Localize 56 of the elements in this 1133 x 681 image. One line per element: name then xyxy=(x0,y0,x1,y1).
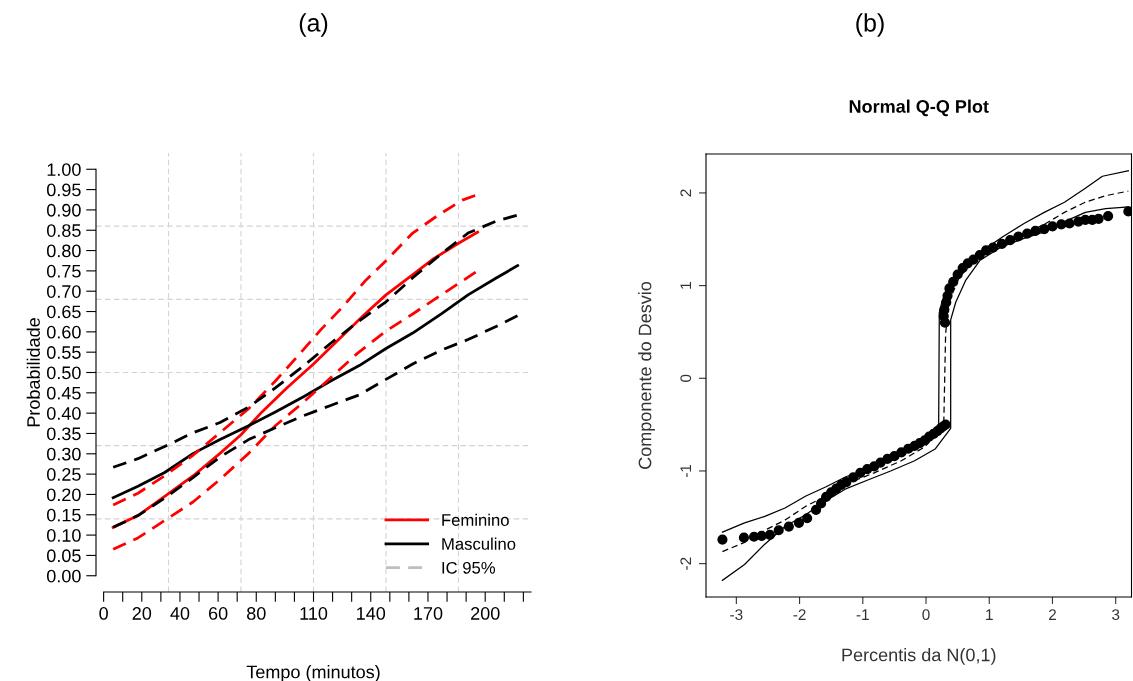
x-tick-label: 110 xyxy=(300,607,328,620)
legend-label: Feminino xyxy=(442,513,509,526)
y-tick-label: 0.45 xyxy=(46,386,81,400)
line-series xyxy=(111,314,520,529)
x-tick-label: 2 xyxy=(1048,609,1056,620)
legend-label: IC 95% xyxy=(442,561,496,574)
y-tick-label: 0.75 xyxy=(46,264,81,278)
y-tick-label: 0.15 xyxy=(46,508,81,522)
legend-label: Masculino xyxy=(442,537,516,550)
x-tick-label: 1 xyxy=(986,609,993,620)
y-axis-title: Probabilidade xyxy=(26,318,40,427)
y-tick-label: 0 xyxy=(680,374,692,382)
y-tick-label: 0.05 xyxy=(46,549,81,563)
y-tick-label: 0.70 xyxy=(46,285,81,298)
y-tick-label: 0.20 xyxy=(46,488,81,502)
y-tick-label: 0.35 xyxy=(46,427,81,441)
x-tick-label: 170 xyxy=(414,607,443,620)
y-tick-label: 0.60 xyxy=(46,325,81,339)
chart-subtitle: Normal Q-Q Plot xyxy=(849,99,989,117)
x-tick-label: 0 xyxy=(99,607,108,620)
x-tick-label: 200 xyxy=(471,607,500,620)
y-tick-label: 1.00 xyxy=(47,163,81,176)
x-tick-label: 80 xyxy=(247,607,266,620)
y-tick-label: -1 xyxy=(680,464,692,478)
x-tick-label: 3 xyxy=(1112,609,1120,621)
x-tick-label: 140 xyxy=(357,607,386,620)
x-axis-title: Percentis da N(0,1) xyxy=(842,648,996,665)
x-tick-label: -3 xyxy=(730,609,743,621)
y-tick-label: 0.30 xyxy=(46,447,81,461)
y-tick-label: 0.95 xyxy=(46,183,81,197)
x-tick-label: -2 xyxy=(793,609,806,620)
x-axis-title: Tempo (minutos) xyxy=(246,665,380,681)
line-series xyxy=(111,264,520,500)
y-tick-label: 0.80 xyxy=(46,244,81,258)
line-series xyxy=(111,193,478,507)
x-tick-label: 40 xyxy=(170,607,190,620)
y-tick-label: 0.40 xyxy=(46,407,81,420)
x-tick-label: 60 xyxy=(208,607,228,620)
y-tick-label: 0.90 xyxy=(46,203,81,217)
x-tick-label: -1 xyxy=(856,609,869,620)
y-tick-label: -2 xyxy=(680,557,692,570)
y-tick-label: 0.65 xyxy=(46,305,81,319)
chart-title: (b) xyxy=(856,13,884,37)
y-tick-label: 0.55 xyxy=(46,346,81,359)
x-tick-label: 0 xyxy=(922,609,930,621)
y-tick-label: 0.85 xyxy=(46,224,81,237)
y-tick-label: 0.25 xyxy=(46,468,81,481)
y-tick-label: 0.10 xyxy=(46,529,81,542)
y-axis-title: Componente do Desvio xyxy=(638,281,655,469)
y-tick-label: 0.00 xyxy=(46,569,81,583)
chart-title: (a) xyxy=(299,13,328,37)
line-series xyxy=(111,213,520,469)
y-tick-label: 2 xyxy=(680,189,692,197)
x-tick-label: 20 xyxy=(132,607,152,620)
y-tick-label: 1 xyxy=(680,282,692,289)
y-tick-label: 0.50 xyxy=(46,366,81,380)
